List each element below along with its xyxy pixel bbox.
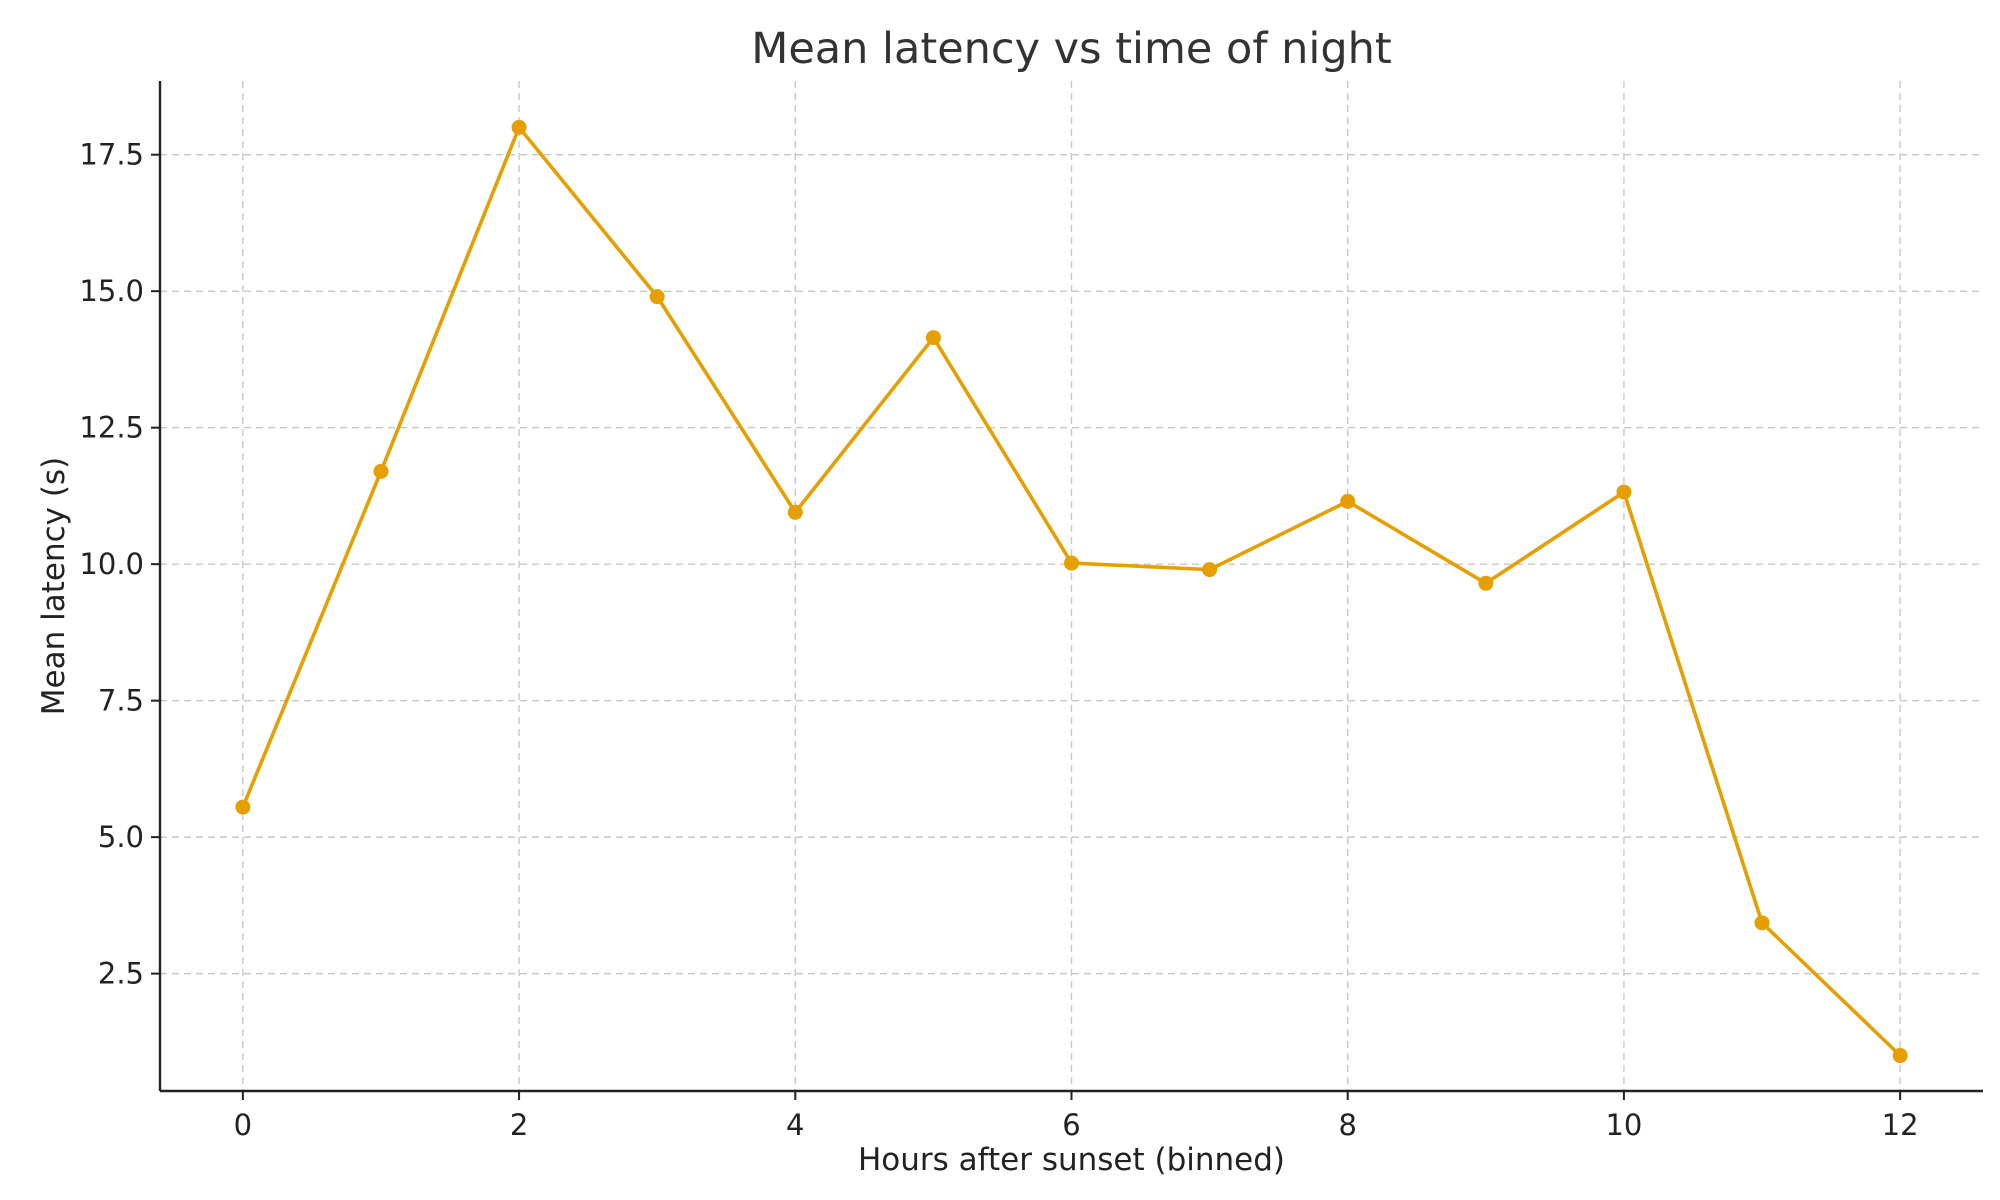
- grid: [160, 81, 1983, 1091]
- x-tick-label: 6: [1062, 1108, 1080, 1142]
- x-tick-label: 0: [234, 1108, 252, 1142]
- y-axis-label: Mean latency (s): [36, 457, 72, 715]
- data-point: [649, 289, 665, 305]
- data-point: [511, 119, 527, 135]
- y-tick-label: 7.5: [98, 684, 144, 718]
- x-tick-label: 4: [786, 1108, 804, 1142]
- chart-title: Mean latency vs time of night: [751, 24, 1392, 74]
- x-axis-label: Hours after sunset (binned): [858, 1142, 1285, 1178]
- data-point: [1064, 555, 1079, 571]
- data-point: [787, 504, 803, 520]
- data-point: [1892, 1048, 1908, 1064]
- tick-labels: 0 2 4 6 8 10 12 2.5 5.0 7.5 10.0 12.5 15.0 17.5: [79, 138, 1918, 1142]
- data-point: [373, 463, 389, 479]
- axes: [151, 81, 1983, 1100]
- data-point: [1340, 493, 1356, 509]
- x-tick-label: 2: [510, 1108, 528, 1142]
- x-tick-label: 8: [1338, 1108, 1356, 1142]
- series-layer: [235, 119, 1908, 1064]
- y-tick-label: 2.5: [98, 957, 144, 991]
- y-tick-label: 12.5: [79, 411, 144, 445]
- data-point: [235, 799, 251, 815]
- y-tick-label: 15.0: [79, 274, 144, 308]
- y-tick-label: 17.5: [79, 138, 144, 172]
- y-tick-label: 10.0: [79, 547, 144, 581]
- data-point: [1616, 484, 1632, 500]
- x-tick-label: 10: [1605, 1108, 1642, 1142]
- data-point: [1478, 575, 1494, 591]
- data-point: [1754, 915, 1770, 931]
- data-point: [925, 330, 941, 346]
- y-tick-label: 5.0: [98, 820, 144, 854]
- x-tick-label: 12: [1882, 1108, 1919, 1142]
- data-point: [1202, 562, 1218, 578]
